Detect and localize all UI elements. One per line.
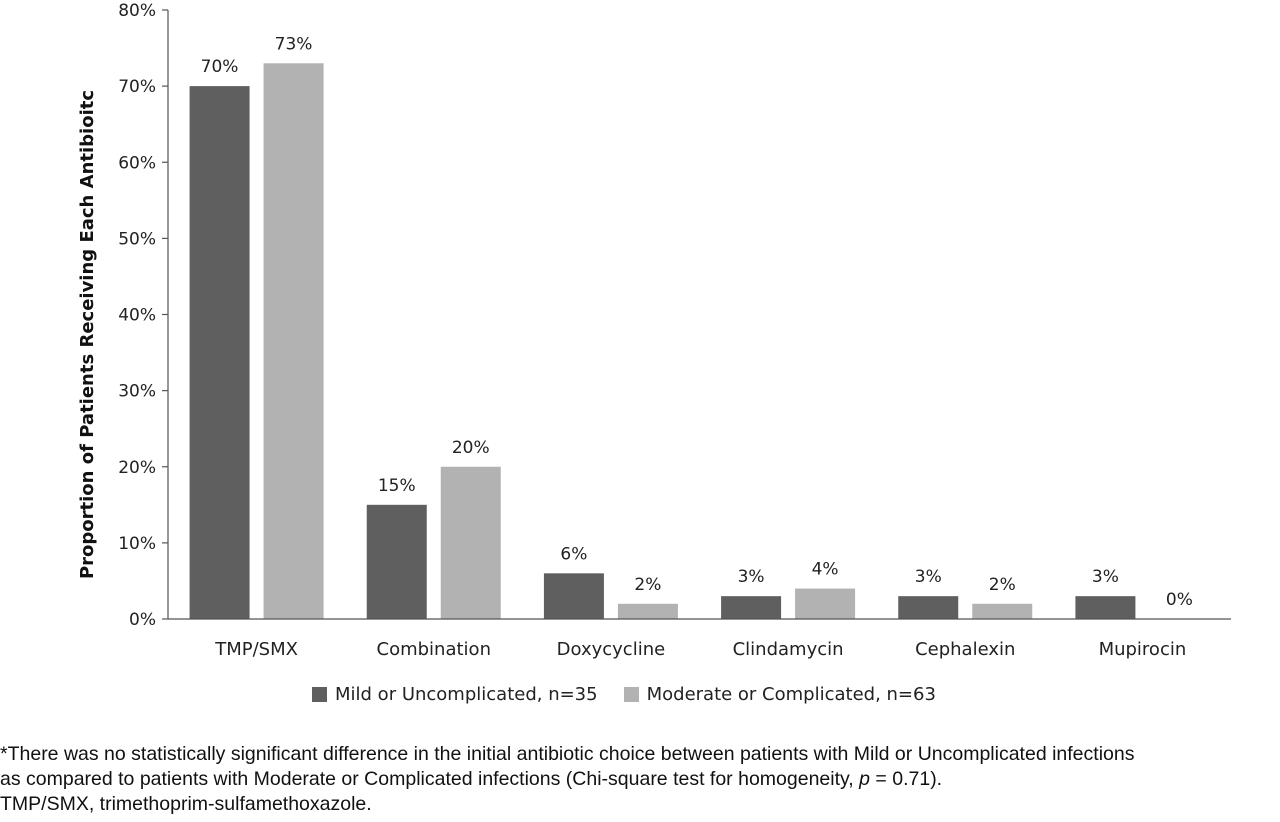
y-tick-label: 20% (118, 458, 156, 478)
data-label: 73% (275, 34, 313, 54)
bar-moderate (795, 588, 856, 619)
data-label: 3% (1092, 567, 1119, 587)
footnote-line-3: TMP/SMX, trimethoprim-sulfamethoxazole. (0, 793, 372, 815)
bar-moderate (440, 466, 501, 619)
bar-mild (898, 596, 959, 619)
legend-label-mild: Mild or Uncomplicated, n=35 (335, 684, 598, 705)
y-tick-label: 30% (118, 382, 156, 402)
bar-mild (543, 573, 604, 619)
bar-mild (366, 504, 427, 619)
legend-item-moderate: Moderate or Complicated, n=63 (623, 684, 936, 705)
data-label: 20% (452, 438, 490, 458)
legend-label-moderate: Moderate or Complicated, n=63 (646, 684, 936, 705)
y-axis-ticks: 0% 10% 20% 30% 40% 50% 60% 70% 80% (118, 1, 168, 630)
data-labels: 70% 73% 15% 20% 6% 2% 3% 4% 3% 2% 3% 0% (201, 34, 1193, 610)
category-label: Doxycycline (557, 639, 666, 660)
bar-moderate (972, 603, 1033, 619)
data-label: 15% (378, 476, 416, 496)
bar-mild (189, 86, 250, 619)
data-label: 2% (634, 575, 661, 595)
data-label: 70% (201, 57, 239, 77)
bars (189, 63, 1136, 620)
data-label: 4% (812, 560, 839, 580)
data-label: 6% (560, 544, 587, 564)
category-label: Combination (377, 639, 491, 660)
y-tick-label: 60% (118, 153, 156, 173)
y-tick-label: 10% (118, 534, 156, 554)
footnote-line-2: as compared to patients with Moderate or… (0, 767, 1280, 792)
y-tick-label: 70% (118, 77, 156, 97)
y-tick-label: 40% (118, 306, 156, 326)
footnote-line-1: *There was no statistically significant … (0, 743, 1135, 765)
footnote-p-symbol: p (859, 768, 871, 790)
legend-item-mild: Mild or Uncomplicated, n=35 (312, 684, 598, 705)
bar-mild (721, 596, 782, 619)
data-label: 3% (915, 567, 942, 587)
category-label: TMP/SMX (214, 639, 298, 660)
category-label: Mupirocin (1099, 639, 1187, 660)
bar-chart: 0% 10% 20% 30% 40% 50% 60% 70% 80% 70% 73% 15% 20% 6… (77, 1, 1231, 660)
data-label: 3% (738, 567, 765, 587)
footnote-line-2-text: as compared to patients with Moderate or… (0, 768, 860, 790)
y-axis-title: Proportion of Patients Receiving Each An… (77, 90, 98, 579)
y-tick-label: 80% (118, 1, 156, 21)
bar-moderate (263, 63, 324, 620)
data-label: 2% (989, 575, 1016, 595)
legend-swatch-mild (312, 687, 327, 702)
bar-mild (1075, 596, 1136, 619)
category-label: Cephalexin (915, 639, 1015, 660)
y-tick-label: 50% (118, 229, 156, 249)
legend: Mild or Uncomplicated, n=35 Moderate or … (312, 684, 962, 705)
bar-moderate (617, 603, 678, 619)
data-label: 0% (1166, 590, 1193, 610)
category-labels: TMP/SMX Combination Doxycycline Clindamycin… (214, 639, 1186, 660)
category-label: Clindamycin (733, 639, 844, 660)
legend-swatch-moderate (623, 687, 639, 702)
footnote: *There was no statistically significant … (0, 742, 1280, 817)
y-tick-label: 0% (129, 610, 156, 630)
footnote-line-2-end: = 0.71). (870, 768, 943, 790)
